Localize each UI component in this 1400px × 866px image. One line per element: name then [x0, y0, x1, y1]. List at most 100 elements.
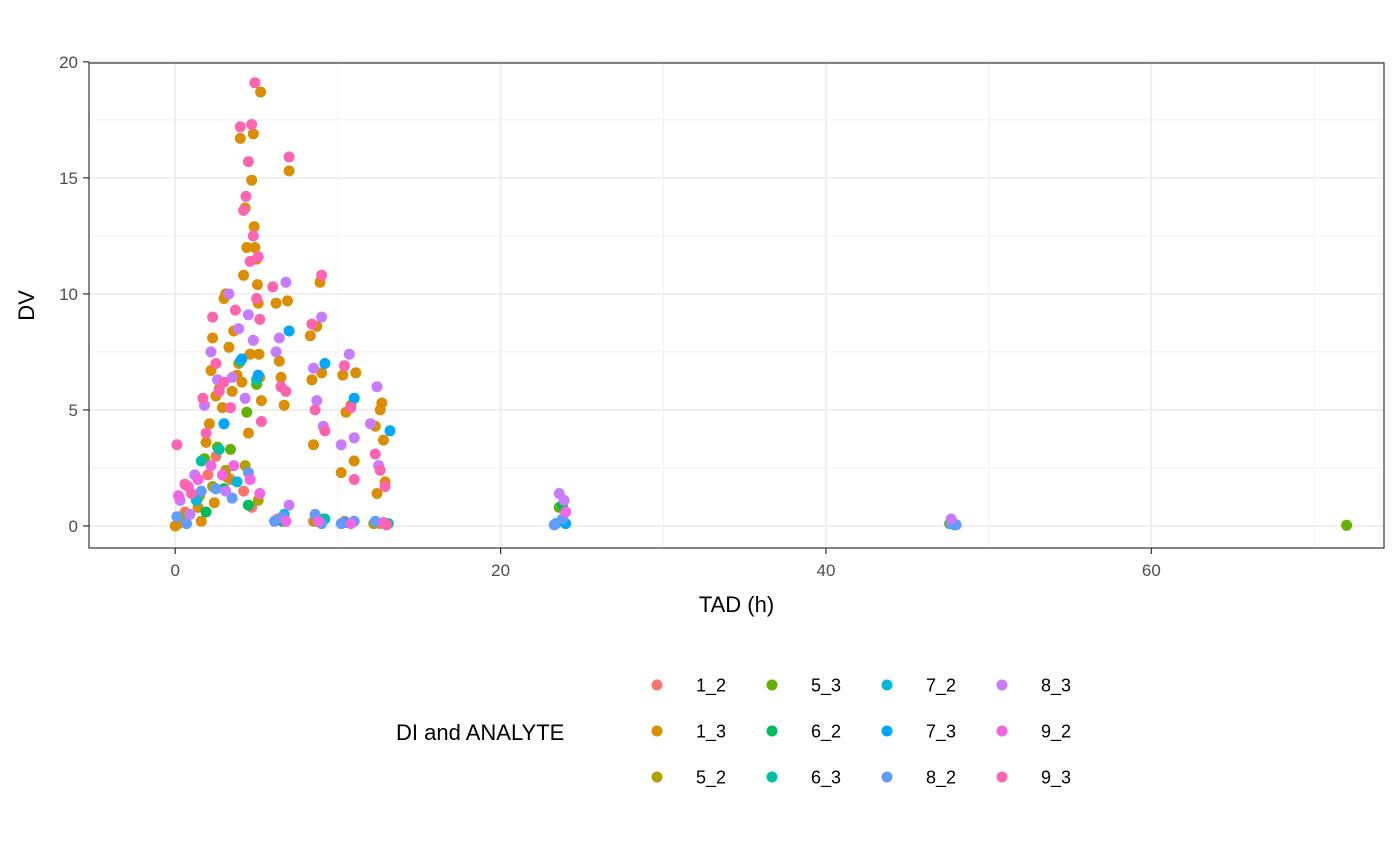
data-point-1_3 — [251, 279, 263, 291]
data-point-9_3 — [207, 311, 219, 323]
data-point-9_3 — [179, 478, 191, 490]
legend-key-5_2 — [651, 771, 663, 783]
data-point-1_3 — [283, 165, 295, 177]
data-point-1_3 — [208, 497, 220, 509]
data-point-9_3 — [252, 251, 264, 263]
data-point-1_3 — [241, 242, 253, 253]
data-point-1_3 — [275, 371, 287, 383]
data-point-1_3 — [216, 402, 228, 414]
data-point-1_3 — [316, 367, 328, 379]
data-point-9_2 — [345, 518, 357, 530]
data-point-8_2 — [195, 485, 207, 497]
data-point-9_3 — [240, 190, 252, 202]
data-point-1_3 — [278, 399, 290, 411]
y-tick-label: 5 — [69, 401, 78, 420]
data-point-7_3 — [319, 358, 331, 369]
data-point-9_3 — [306, 318, 318, 330]
data-point-9_2 — [228, 460, 240, 472]
data-point-6_2 — [242, 499, 254, 511]
legend-key-8_3 — [996, 679, 1008, 691]
data-point-1_3 — [248, 221, 260, 233]
data-point-1_3 — [306, 374, 318, 386]
data-point-7_2 — [231, 476, 243, 488]
data-point-8_3 — [184, 508, 196, 520]
data-point-9_3 — [218, 376, 230, 388]
data-point-1_3 — [273, 355, 285, 367]
data-point-8_2 — [335, 518, 347, 530]
axis-ticks: 0 20 40 60 0 5 10 15 20 — [59, 53, 1161, 580]
data-point-9_2 — [192, 474, 204, 485]
data-point-1_3 — [207, 332, 219, 344]
data-point-9_3 — [348, 474, 360, 485]
data-point-8_3 — [348, 432, 360, 444]
data-point-8_3 — [343, 348, 355, 360]
data-point-9_3 — [186, 488, 197, 499]
legend-label-5_2: 5_2 — [696, 768, 726, 789]
data-points — [169, 77, 1353, 532]
legend-label-5_3: 5_3 — [811, 676, 841, 697]
x-tick-label: 0 — [170, 561, 179, 580]
data-point-9_3 — [283, 151, 295, 163]
plot-panel-border — [88, 62, 1385, 549]
data-point-9_3 — [234, 121, 246, 133]
data-point-6_3 — [213, 443, 225, 455]
legend-key-6_3 — [766, 771, 778, 783]
data-point-9_2 — [312, 515, 324, 527]
legend-title: DI and ANALYTE — [396, 720, 564, 745]
data-point-9_3 — [249, 77, 261, 89]
x-tick-label: 60 — [1142, 561, 1161, 580]
data-point-9_3 — [200, 427, 212, 439]
data-point-1_3 — [242, 427, 254, 439]
y-axis-title: DV — [14, 290, 39, 321]
legend-label-1_3: 1_3 — [696, 722, 726, 743]
legend-key-7_2 — [881, 679, 893, 691]
data-point-8_3 — [280, 276, 292, 288]
data-point-9_3 — [229, 304, 241, 316]
data-point-1_3 — [350, 367, 362, 379]
data-point-9_3 — [242, 156, 254, 168]
data-point-9_3 — [197, 392, 209, 404]
data-point-8_3 — [945, 513, 957, 525]
legend-label-8_3: 8_3 — [1041, 676, 1071, 697]
data-point-9_3 — [213, 385, 225, 397]
data-point-8_3 — [283, 499, 295, 511]
data-point-1_3 — [238, 269, 250, 281]
legend-label-9_2: 9_2 — [1041, 722, 1071, 743]
data-point-9_2 — [254, 488, 266, 499]
data-point-8_3 — [233, 323, 245, 335]
data-point-5_3 — [241, 406, 253, 418]
legend-key-5_3 — [766, 679, 778, 691]
data-point-8_2 — [269, 515, 280, 527]
data-point-8_3 — [239, 392, 251, 404]
data-point-9_3 — [338, 360, 350, 372]
data-point-1_3 — [253, 348, 265, 360]
data-point-7_3 — [283, 325, 295, 337]
y-tick-label: 10 — [59, 285, 78, 304]
data-point-1_3 — [195, 515, 207, 527]
legend-label-7_3: 7_3 — [926, 722, 956, 743]
data-point-9_3 — [251, 293, 263, 304]
data-point-9_3 — [379, 481, 391, 492]
data-point-1_3 — [282, 295, 293, 307]
data-point-9_3 — [267, 281, 279, 293]
data-point-8_3 — [308, 362, 319, 374]
data-point-8_3 — [371, 381, 383, 393]
data-point-8_3 — [365, 418, 376, 430]
data-point-7_3 — [236, 353, 248, 365]
data-point-1_3 — [223, 341, 235, 353]
x-axis-title: TAD (h) — [699, 592, 774, 617]
legend-key-9_2 — [996, 725, 1008, 737]
data-point-9_3 — [244, 255, 256, 267]
legend-key-6_2 — [766, 725, 778, 737]
legend: DI and ANALYTE 1_2 1_3 5_2 5_3 6_2 6_3 7_2 7_3 8… — [396, 676, 1071, 789]
data-point-8_2 — [226, 492, 238, 504]
data-point-1_3 — [255, 86, 267, 98]
data-point-1_2 — [238, 485, 250, 497]
data-point-9_2 — [280, 515, 292, 527]
data-point-8_3 — [223, 288, 235, 300]
data-point-9_3 — [316, 269, 328, 281]
data-point-9_3 — [254, 313, 266, 325]
data-point-8_3 — [242, 309, 254, 321]
data-point-1_3 — [244, 348, 256, 360]
data-point-9_3 — [309, 404, 321, 416]
